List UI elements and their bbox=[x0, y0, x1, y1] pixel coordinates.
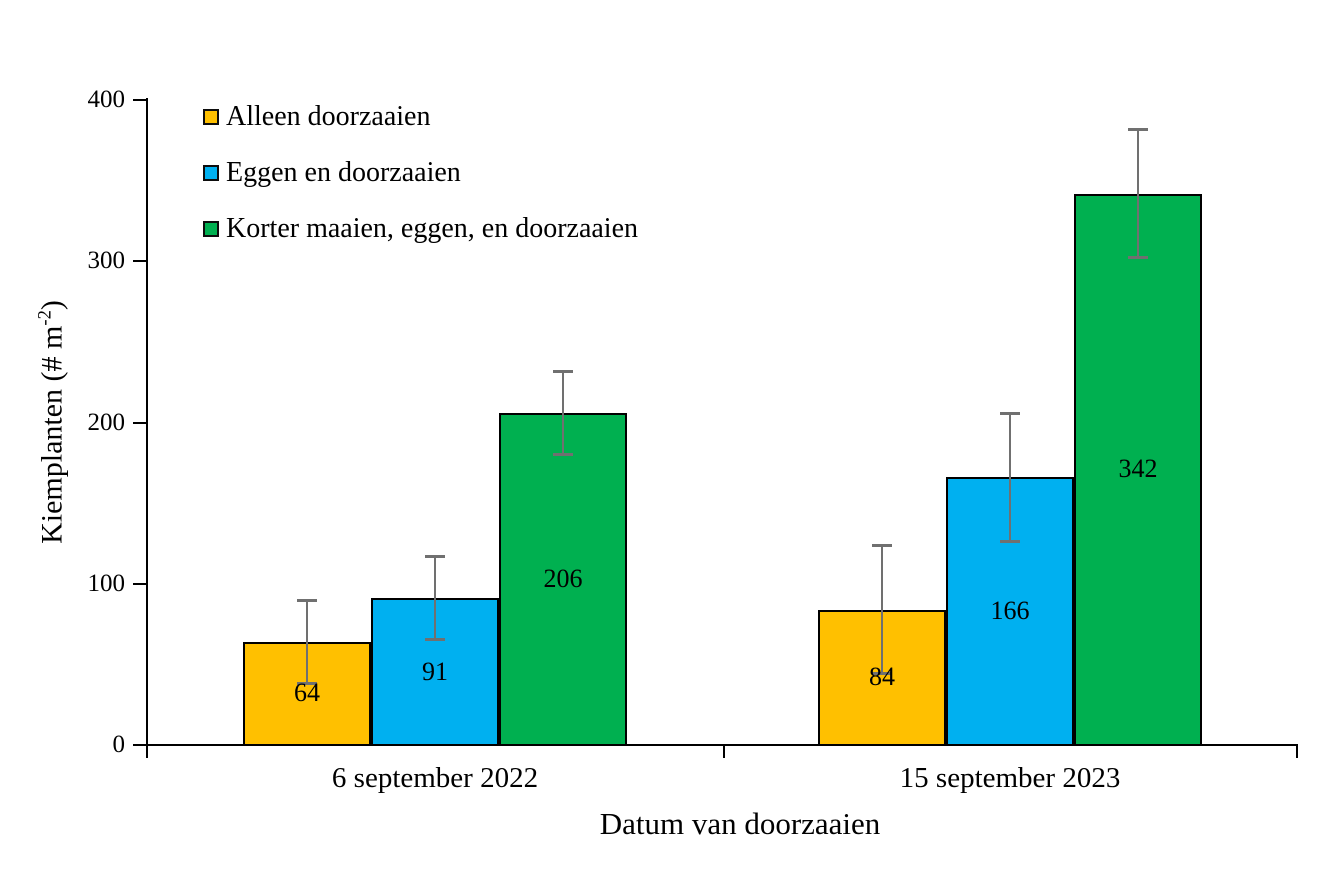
value-label: 84 bbox=[869, 662, 895, 692]
y-tick bbox=[133, 421, 146, 424]
legend-label: Alleen doorzaaien bbox=[226, 101, 431, 132]
error-bar-cap-top bbox=[425, 555, 445, 559]
y-tick-label: 300 bbox=[87, 247, 126, 275]
y-axis-line bbox=[146, 98, 148, 747]
x-tick bbox=[723, 746, 725, 758]
x-tick bbox=[1296, 746, 1298, 758]
x-tick-label-2023: 15 september 2023 bbox=[899, 762, 1121, 794]
legend-swatch-eggen-en-doorzaaien bbox=[203, 165, 219, 181]
y-tick-label: 200 bbox=[87, 408, 126, 436]
error-bar-line bbox=[1009, 412, 1011, 542]
legend-label: Korter maaien, eggen, en doorzaaien bbox=[226, 213, 639, 244]
error-bar-line bbox=[1137, 129, 1139, 259]
error-bar-cap-top bbox=[297, 598, 317, 602]
y-tick bbox=[133, 744, 146, 746]
error-bar-cap-top bbox=[872, 544, 892, 548]
error-bar-cap-top bbox=[553, 369, 573, 373]
value-label: 166 bbox=[990, 596, 1030, 626]
value-label: 91 bbox=[422, 656, 448, 686]
y-tick-label: 400 bbox=[87, 86, 126, 113]
error-bar-line bbox=[881, 545, 883, 675]
legend-item: Alleen doorzaaien bbox=[203, 101, 638, 133]
x-axis-line bbox=[146, 744, 1298, 746]
y-tick bbox=[133, 260, 146, 263]
legend-swatch-alleen-doorzaaien bbox=[203, 109, 219, 125]
error-bar-cap-bottom bbox=[297, 681, 317, 685]
value-label: 64 bbox=[294, 678, 320, 708]
y-tick-label: 100 bbox=[87, 569, 126, 597]
error-bar-cap-top bbox=[1000, 411, 1020, 415]
legend-item: Eggen en doorzaaien bbox=[203, 157, 638, 189]
x-tick-label-2022: 6 september 2022 bbox=[331, 762, 539, 794]
error-bar-line bbox=[562, 370, 564, 455]
error-bar-cap-bottom bbox=[1000, 539, 1020, 543]
legend-item: Korter maaien, eggen, en doorzaaien bbox=[203, 213, 638, 245]
error-bar-cap-bottom bbox=[1128, 256, 1148, 260]
error-bar-cap-bottom bbox=[872, 672, 892, 676]
x-axis-title: Datum van doorzaaien bbox=[599, 806, 881, 841]
y-axis-title-close: ) bbox=[35, 300, 69, 311]
legend: Alleen doorzaaien Eggen en doorzaaien Ko… bbox=[203, 101, 638, 245]
bar bbox=[1074, 193, 1202, 746]
value-label: 206 bbox=[543, 563, 583, 593]
y-tick bbox=[133, 582, 146, 585]
error-bar-line bbox=[434, 556, 436, 641]
x-tick bbox=[146, 746, 148, 758]
bar bbox=[499, 412, 627, 746]
error-bar-line bbox=[306, 599, 308, 684]
error-bar-cap-bottom bbox=[425, 638, 445, 642]
legend-swatch-korter-maaien bbox=[203, 221, 219, 237]
error-bar-cap-bottom bbox=[553, 452, 573, 456]
y-tick bbox=[133, 99, 146, 101]
error-bar-cap-top bbox=[1128, 128, 1148, 132]
y-tick-label: 0 bbox=[112, 731, 126, 758]
legend-label: Eggen en doorzaaien bbox=[226, 157, 461, 188]
y-axis-title-superscript: -2 bbox=[34, 310, 56, 326]
value-label: 342 bbox=[1118, 454, 1158, 484]
